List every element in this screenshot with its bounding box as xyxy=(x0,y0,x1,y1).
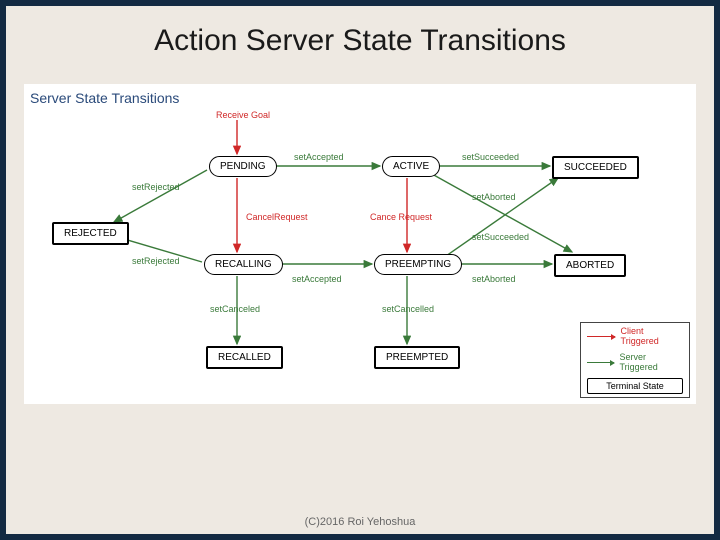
state-node-recalling: RECALLING xyxy=(204,254,283,275)
edge-label-7: setSucceeded xyxy=(472,232,529,242)
edge-label-3: setRejected xyxy=(132,182,180,192)
edge-label-9: setAccepted xyxy=(292,274,342,284)
state-node-active: ACTIVE xyxy=(382,156,440,177)
footer-copyright: (C)2016 Roi Yehoshua xyxy=(6,516,714,528)
state-node-rejected: REJECTED xyxy=(52,222,129,245)
state-node-succeeded: SUCCEEDED xyxy=(552,156,639,179)
legend-terminal-row: Terminal State xyxy=(587,378,683,394)
legend: Client Triggered Server Triggered Termin… xyxy=(580,322,690,398)
state-node-preempting: PREEMPTING xyxy=(374,254,462,275)
page-title: Action Server State Transitions xyxy=(6,6,714,64)
edge-label-0: Receive Goal xyxy=(216,110,270,120)
state-node-pending: PENDING xyxy=(209,156,277,177)
edge-label-2: setSucceeded xyxy=(462,152,519,162)
legend-terminal-label: Terminal State xyxy=(606,381,664,391)
legend-server-label: Server Triggered xyxy=(620,352,683,372)
legend-client-row: Client Triggered xyxy=(581,323,689,349)
edge-3 xyxy=(114,170,207,222)
state-node-aborted: ABORTED xyxy=(554,254,626,277)
state-diagram: Server State Transitions PENDINGACTIVESU… xyxy=(24,84,696,404)
state-node-preempted: PREEMPTED xyxy=(374,346,460,369)
arrow-icon xyxy=(587,336,615,337)
edge-label-5: Cance Request xyxy=(370,212,432,222)
legend-client-label: Client Triggered xyxy=(621,326,683,346)
edge-label-1: setAccepted xyxy=(294,152,344,162)
edge-label-11: setCanceled xyxy=(210,304,260,314)
legend-server-row: Server Triggered xyxy=(581,349,689,375)
edge-label-12: setCancelled xyxy=(382,304,434,314)
edge-label-4: CancelRequest xyxy=(246,212,308,222)
arrow-icon xyxy=(587,362,614,363)
edge-label-6: setAborted xyxy=(472,192,516,202)
state-node-recalled: RECALLED xyxy=(206,346,283,369)
edge-label-8: setRejected xyxy=(132,256,180,266)
edge-label-10: setAborted xyxy=(472,274,516,284)
edge-7 xyxy=(446,178,558,256)
